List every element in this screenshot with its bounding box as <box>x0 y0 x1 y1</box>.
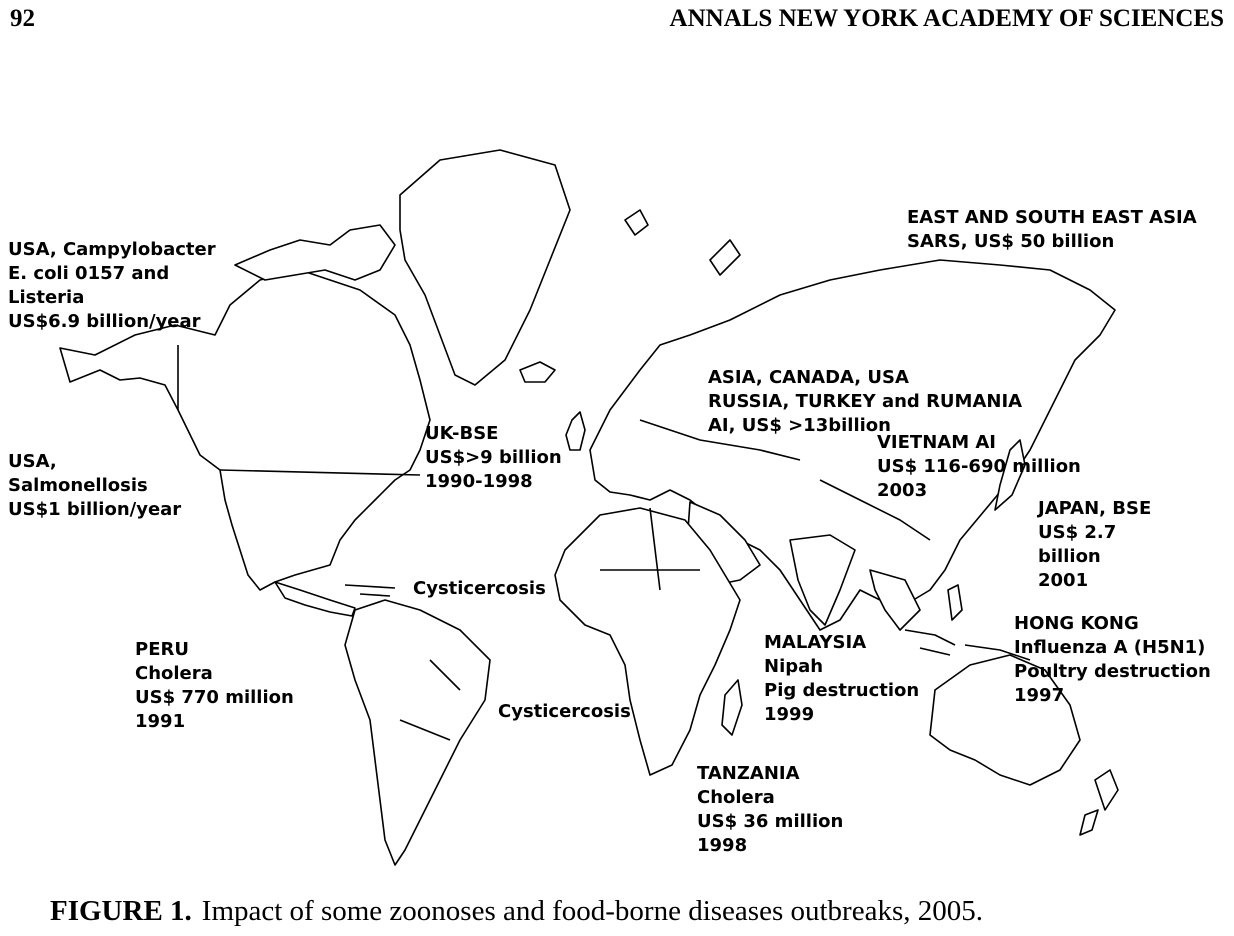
label-line: USA, Campylobacter <box>8 239 216 260</box>
label-line: US$ 2.7 <box>1038 522 1117 543</box>
japan-outline <box>994 439 1026 511</box>
label-line: USA, <box>8 451 57 472</box>
label-line: Cysticercosis <box>413 578 546 599</box>
label-cysticercosis-africa: Cysticercosis <box>498 700 631 724</box>
label-line: US$1 billion/year <box>8 499 182 520</box>
africa-outline <box>554 507 741 776</box>
australia-outline <box>929 654 1081 786</box>
label-line: billion <box>1038 546 1101 567</box>
label-line: Listeria <box>8 287 85 308</box>
label-line: Cysticercosis <box>498 701 631 722</box>
label-line: 2003 <box>877 480 928 501</box>
label-peru-cholera: PERU Cholera US$ 770 million 1991 <box>135 638 294 734</box>
south-america-outline <box>344 599 491 866</box>
label-line: US$6.9 billion/year <box>8 311 201 332</box>
label-line: Nipah <box>764 656 824 677</box>
greenland-outline <box>399 149 571 386</box>
running-head: ANNALS NEW YORK ACADEMY OF SCIENCES <box>669 5 1224 32</box>
label-line: PERU <box>135 639 189 660</box>
label-malaysia-nipah: MALAYSIA Nipah Pig destruction 1999 <box>764 631 919 727</box>
label-line: 1997 <box>1014 685 1065 706</box>
label-japan-bse: JAPAN, BSE US$ 2.7 billion 2001 <box>1038 497 1151 593</box>
label-tanzania-cholera: TANZANIA Cholera US$ 36 million 1998 <box>697 762 843 858</box>
label-line: Cholera <box>697 787 775 808</box>
label-line: VIETNAM AI <box>877 432 997 453</box>
label-line: 1990-1998 <box>425 471 533 492</box>
label-vietnam-ai: VIETNAM AI US$ 116-690 million 2003 <box>877 431 1081 503</box>
arctic-archipelago <box>624 209 741 276</box>
figure-caption-text: Impact of some zoonoses and food-borne d… <box>201 895 983 927</box>
label-line: US$ 770 million <box>135 687 294 708</box>
label-line: ASIA, CANADA, USA <box>708 367 909 388</box>
label-line: 1998 <box>697 835 748 856</box>
label-line: US$ 36 million <box>697 811 844 832</box>
label-line: 1991 <box>135 711 186 732</box>
central-america-outline <box>274 581 356 617</box>
india-outline <box>789 534 856 626</box>
world-map <box>59 149 1119 866</box>
label-line: US$>9 billion <box>425 447 562 468</box>
label-line: E. coli 0157 and <box>8 263 170 284</box>
label-line: HONG KONG <box>1014 613 1139 634</box>
arctic-islands <box>234 224 396 281</box>
figure-label: FIGURE 1. <box>50 895 192 927</box>
label-usa-campylobacter: USA, Campylobacter E. coli 0157 and List… <box>8 238 216 334</box>
page-number: 92 <box>10 5 35 32</box>
label-cysticercosis-americas: Cysticercosis <box>413 577 546 601</box>
label-line: Cholera <box>135 663 213 684</box>
label-hong-kong-h5n1: HONG KONG Influenza A (H5N1) Poultry des… <box>1014 612 1211 708</box>
label-line: TANZANIA <box>697 763 800 784</box>
uk-outline <box>565 411 586 451</box>
new-zealand-outline <box>1079 769 1119 836</box>
figure-caption: FIGURE 1. Impact of some zoonoses and foo… <box>50 895 983 928</box>
label-line: Salmonellosis <box>8 475 148 496</box>
label-line: EAST AND SOUTH EAST ASIA <box>907 207 1197 228</box>
label-line: Pig destruction <box>764 680 920 701</box>
label-usa-salmonellosis: USA, Salmonellosis US$1 billion/year <box>8 450 181 522</box>
caribbean-islands <box>344 584 396 597</box>
label-line: Influenza A (H5N1) <box>1014 637 1206 658</box>
label-east-asia-sars: EAST AND SOUTH EAST ASIA SARS, US$ 50 bi… <box>907 206 1197 254</box>
southeast-asia-outline <box>869 569 921 631</box>
label-asia-avian-influenza: ASIA, CANADA, USA RUSSIA, TURKEY and RUM… <box>708 366 1022 438</box>
label-line: US$ 116-690 million <box>877 456 1081 477</box>
iceland-outline <box>519 361 556 383</box>
label-line: Poultry destruction <box>1014 661 1211 682</box>
label-line: 1999 <box>764 704 815 725</box>
label-uk-bse: UK-BSE US$>9 billion 1990-1998 <box>425 422 562 494</box>
label-line: 2001 <box>1038 570 1089 591</box>
philippines-outline <box>947 584 963 621</box>
label-line: SARS, US$ 50 billion <box>907 231 1115 252</box>
label-line: AI, US$ >13billion <box>708 415 891 436</box>
label-line: JAPAN, BSE <box>1038 498 1152 519</box>
indonesia-outline <box>904 629 1031 661</box>
label-line: RUSSIA, TURKEY and RUMANIA <box>708 391 1023 412</box>
label-line: MALAYSIA <box>764 632 867 653</box>
country-borders <box>177 345 931 741</box>
label-line: UK-BSE <box>425 423 499 444</box>
madagascar-outline <box>721 679 743 736</box>
